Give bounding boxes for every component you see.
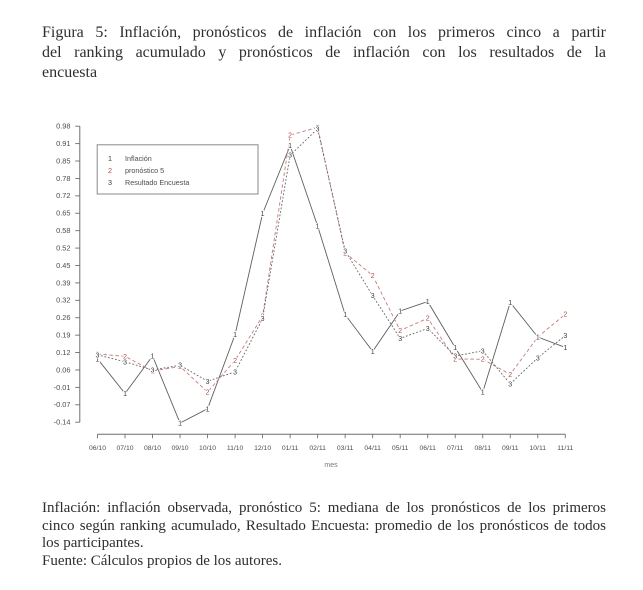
svg-text:1: 1 [288, 143, 292, 150]
svg-text:07/11: 07/11 [447, 445, 464, 452]
svg-text:1: 1 [261, 211, 265, 218]
svg-text:3: 3 [508, 381, 512, 388]
svg-text:3: 3 [261, 316, 265, 323]
svg-text:12/10: 12/10 [254, 445, 271, 452]
svg-text:08/10: 08/10 [144, 445, 161, 452]
svg-text:10/11: 10/11 [530, 445, 547, 452]
svg-text:09/11: 09/11 [502, 445, 519, 452]
svg-text:2: 2 [261, 314, 265, 321]
svg-text:05/11: 05/11 [392, 445, 409, 452]
svg-text:1: 1 [178, 421, 182, 428]
svg-text:2: 2 [563, 312, 567, 319]
svg-text:3: 3 [563, 333, 567, 340]
svg-text:3: 3 [426, 326, 430, 333]
svg-text:3: 3 [481, 348, 485, 355]
svg-text:2: 2 [178, 364, 182, 371]
svg-text:2: 2 [96, 352, 100, 359]
svg-text:1: 1 [398, 309, 402, 316]
svg-text:1: 1 [563, 345, 567, 352]
svg-text:3: 3 [96, 352, 100, 359]
svg-text:0.85: 0.85 [56, 156, 70, 165]
svg-text:09/10: 09/10 [172, 445, 189, 452]
svg-text:3: 3 [233, 369, 237, 376]
svg-text:0.72: 0.72 [56, 191, 70, 200]
svg-text:3: 3 [206, 379, 210, 386]
svg-text:0.06: 0.06 [56, 365, 70, 374]
svg-text:3: 3 [151, 368, 155, 375]
svg-text:3: 3 [398, 336, 402, 343]
svg-text:1: 1 [536, 335, 540, 342]
svg-text:2: 2 [343, 250, 347, 257]
svg-text:0.32: 0.32 [56, 296, 70, 305]
svg-text:0.65: 0.65 [56, 209, 70, 218]
svg-text:2: 2 [108, 166, 112, 175]
svg-text:04/11: 04/11 [364, 445, 381, 452]
svg-text:11/11: 11/11 [557, 445, 573, 452]
svg-text:1: 1 [371, 349, 375, 356]
svg-text:2: 2 [371, 273, 375, 280]
svg-text:1: 1 [96, 356, 100, 363]
svg-text:0.52: 0.52 [56, 243, 70, 252]
svg-text:Resultado Encuesta: Resultado Encuesta [125, 178, 189, 187]
svg-text:1: 1 [508, 300, 512, 307]
svg-text:07/10: 07/10 [117, 445, 134, 452]
svg-text:mes: mes [324, 462, 338, 469]
svg-text:2: 2 [151, 369, 155, 376]
svg-text:2: 2 [123, 354, 127, 361]
svg-text:0.45: 0.45 [56, 261, 70, 270]
svg-text:2: 2 [536, 335, 540, 342]
svg-text:Inflación: Inflación [125, 154, 152, 163]
svg-text:3: 3 [343, 248, 347, 255]
svg-text:3: 3 [178, 363, 182, 370]
svg-text:2: 2 [453, 357, 457, 364]
svg-text:3: 3 [453, 353, 457, 360]
svg-text:0.78: 0.78 [56, 174, 70, 183]
svg-text:1: 1 [343, 312, 347, 319]
svg-text:3: 3 [108, 178, 112, 187]
svg-text:1: 1 [481, 390, 485, 397]
svg-text:02/11: 02/11 [309, 445, 326, 452]
svg-text:1: 1 [426, 299, 430, 306]
svg-text:3: 3 [123, 359, 127, 366]
svg-text:1: 1 [206, 406, 210, 413]
svg-text:2: 2 [398, 328, 402, 335]
svg-text:2: 2 [508, 372, 512, 379]
svg-text:03/11: 03/11 [337, 445, 354, 452]
svg-text:1: 1 [151, 354, 155, 361]
svg-text:3: 3 [288, 153, 292, 160]
svg-text:08/11: 08/11 [474, 445, 491, 452]
svg-text:06/11: 06/11 [419, 445, 436, 452]
svg-text:3: 3 [536, 355, 540, 362]
svg-text:0.39: 0.39 [56, 278, 70, 287]
svg-text:1: 1 [123, 391, 127, 398]
svg-text:1: 1 [453, 345, 457, 352]
svg-text:pronóstico 5: pronóstico 5 [125, 166, 164, 175]
svg-text:2: 2 [426, 316, 430, 323]
svg-text:-0.14: -0.14 [54, 418, 71, 427]
svg-text:1: 1 [108, 154, 112, 163]
svg-text:1: 1 [316, 224, 320, 231]
svg-text:-0.07: -0.07 [54, 400, 71, 409]
svg-text:06/10: 06/10 [89, 445, 106, 452]
svg-text:0.26: 0.26 [56, 313, 70, 322]
svg-text:2: 2 [316, 125, 320, 132]
svg-text:3: 3 [371, 293, 375, 300]
svg-text:2: 2 [288, 133, 292, 140]
svg-text:10/10: 10/10 [199, 445, 216, 452]
svg-text:0.98: 0.98 [56, 122, 70, 131]
svg-text:2: 2 [206, 390, 210, 397]
svg-text:3: 3 [316, 126, 320, 133]
svg-text:0.12: 0.12 [56, 348, 70, 357]
svg-text:01/11: 01/11 [282, 445, 299, 452]
svg-text:0.91: 0.91 [56, 139, 70, 148]
svg-text:0.19: 0.19 [56, 331, 70, 340]
svg-text:2: 2 [233, 358, 237, 365]
svg-text:0.58: 0.58 [56, 226, 70, 235]
svg-text:11/10: 11/10 [227, 445, 244, 452]
svg-text:2: 2 [481, 357, 485, 364]
svg-text:-0.01: -0.01 [54, 383, 71, 392]
svg-text:1: 1 [233, 332, 237, 339]
